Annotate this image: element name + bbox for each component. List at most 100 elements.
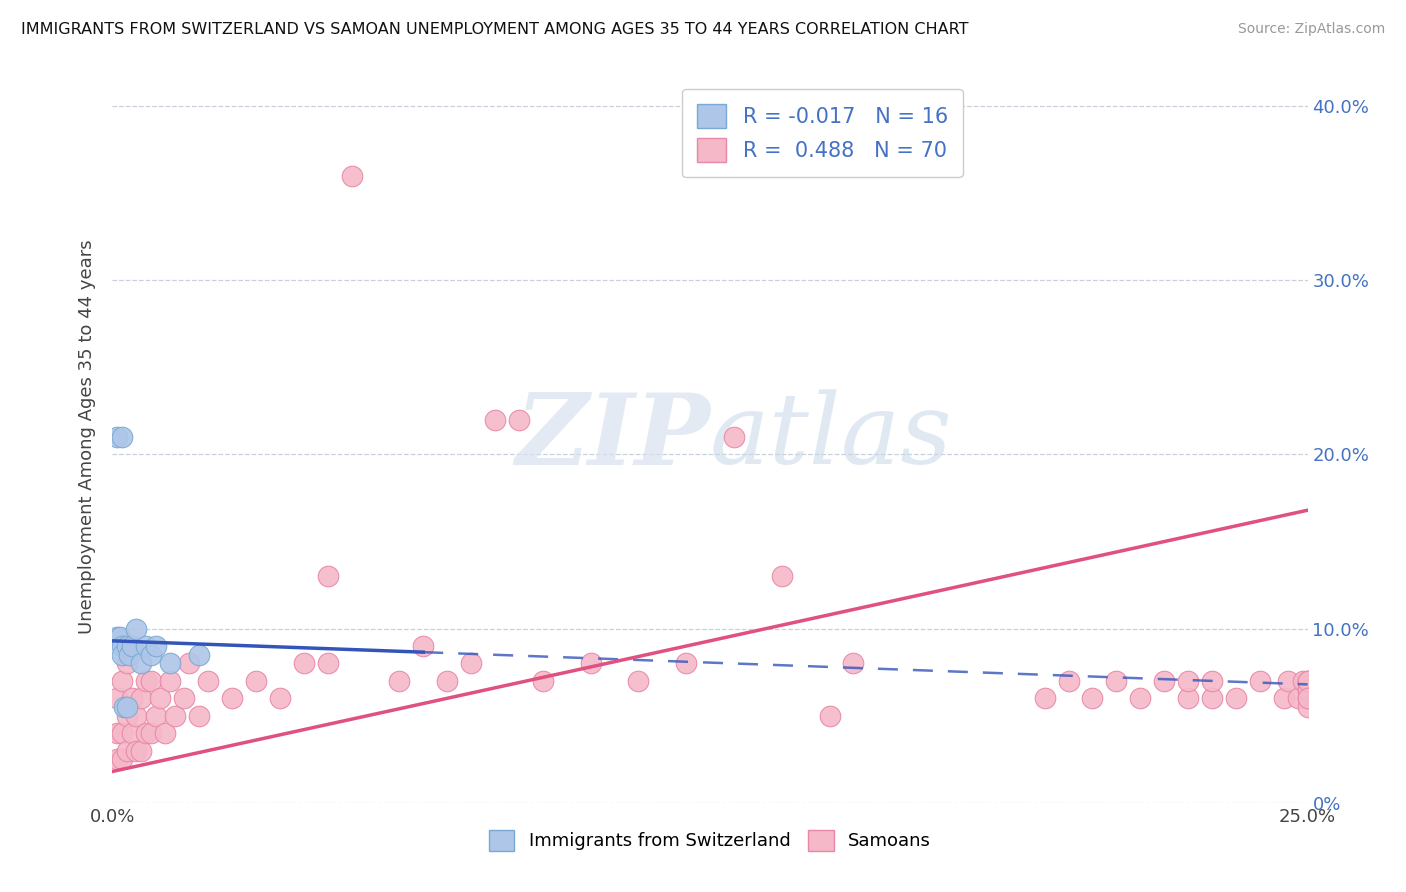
Point: [1277, 673, 1299, 688]
Point: [121, 639, 143, 653]
Point: [173, 691, 195, 706]
Point: [118, 648, 141, 662]
Point: [1177, 673, 1199, 688]
Point: [1153, 673, 1175, 688]
Point: [187, 648, 209, 662]
Point: [105, 691, 128, 706]
Text: Source: ZipAtlas.com: Source: ZipAtlas.com: [1237, 22, 1385, 37]
Point: [135, 673, 157, 688]
Point: [221, 691, 243, 706]
Point: [111, 639, 134, 653]
Point: [129, 743, 152, 757]
Point: [842, 657, 865, 671]
Point: [105, 430, 128, 444]
Point: [1296, 700, 1319, 714]
Point: [197, 673, 219, 688]
Point: [1033, 691, 1056, 706]
Point: [105, 726, 128, 740]
Text: ZIP: ZIP: [515, 389, 710, 485]
Point: [1249, 673, 1271, 688]
Point: [125, 708, 148, 723]
Point: [1201, 673, 1223, 688]
Point: [114, 700, 135, 714]
Point: [1225, 691, 1247, 706]
Point: [531, 673, 554, 688]
Point: [1296, 673, 1319, 688]
Point: [245, 673, 267, 688]
Point: [579, 657, 602, 671]
Point: [770, 569, 793, 583]
Point: [129, 691, 152, 706]
Point: [121, 726, 143, 740]
Point: [135, 726, 157, 740]
Point: [149, 691, 172, 706]
Point: [139, 648, 162, 662]
Point: [115, 639, 138, 653]
Point: [163, 708, 186, 723]
Point: [115, 700, 138, 714]
Y-axis label: Unemployment Among Ages 35 to 44 years: Unemployment Among Ages 35 to 44 years: [77, 240, 96, 634]
Point: [115, 708, 138, 723]
Point: [1296, 691, 1319, 706]
Point: [675, 657, 697, 671]
Point: [139, 673, 162, 688]
Point: [108, 631, 131, 645]
Point: [139, 726, 162, 740]
Point: [627, 673, 650, 688]
Point: [121, 691, 143, 706]
Point: [1296, 682, 1319, 697]
Text: IMMIGRANTS FROM SWITZERLAND VS SAMOAN UNEMPLOYMENT AMONG AGES 35 TO 44 YEARS COR: IMMIGRANTS FROM SWITZERLAND VS SAMOAN UN…: [21, 22, 969, 37]
Point: [187, 708, 209, 723]
Point: [115, 657, 138, 671]
Point: [1129, 691, 1152, 706]
Point: [115, 743, 138, 757]
Point: [111, 726, 134, 740]
Point: [316, 569, 339, 583]
Point: [159, 673, 181, 688]
Point: [1057, 673, 1080, 688]
Point: [1296, 691, 1319, 706]
Point: [145, 639, 167, 653]
Point: [1272, 691, 1295, 706]
Point: [105, 752, 128, 766]
Point: [1296, 691, 1319, 706]
Point: [1296, 673, 1319, 688]
Point: [1286, 691, 1309, 706]
Point: [460, 657, 482, 671]
Point: [508, 412, 530, 426]
Point: [125, 743, 148, 757]
Point: [159, 657, 181, 671]
Point: [111, 752, 134, 766]
Point: [1177, 691, 1199, 706]
Point: [436, 673, 458, 688]
Point: [129, 657, 152, 671]
Point: [111, 430, 134, 444]
Text: atlas: atlas: [710, 390, 953, 484]
Point: [1292, 673, 1315, 688]
Point: [121, 639, 143, 653]
Point: [1296, 682, 1319, 697]
Point: [412, 639, 434, 653]
Point: [818, 708, 841, 723]
Point: [1081, 691, 1104, 706]
Point: [269, 691, 291, 706]
Point: [145, 708, 167, 723]
Point: [292, 657, 315, 671]
Point: [135, 639, 157, 653]
Point: [340, 169, 363, 183]
Point: [1296, 673, 1319, 688]
Point: [1105, 673, 1128, 688]
Legend: R = -0.017   N = 16, R =  0.488   N = 70: R = -0.017 N = 16, R = 0.488 N = 70: [682, 89, 963, 177]
Point: [125, 622, 148, 636]
Point: [723, 430, 745, 444]
Point: [111, 648, 134, 662]
Point: [111, 673, 134, 688]
Point: [484, 412, 506, 426]
Point: [105, 631, 128, 645]
Legend: Immigrants from Switzerland, Samoans: Immigrants from Switzerland, Samoans: [479, 821, 941, 860]
Point: [177, 657, 200, 671]
Point: [388, 673, 411, 688]
Point: [1201, 691, 1223, 706]
Point: [1296, 682, 1319, 697]
Point: [153, 726, 176, 740]
